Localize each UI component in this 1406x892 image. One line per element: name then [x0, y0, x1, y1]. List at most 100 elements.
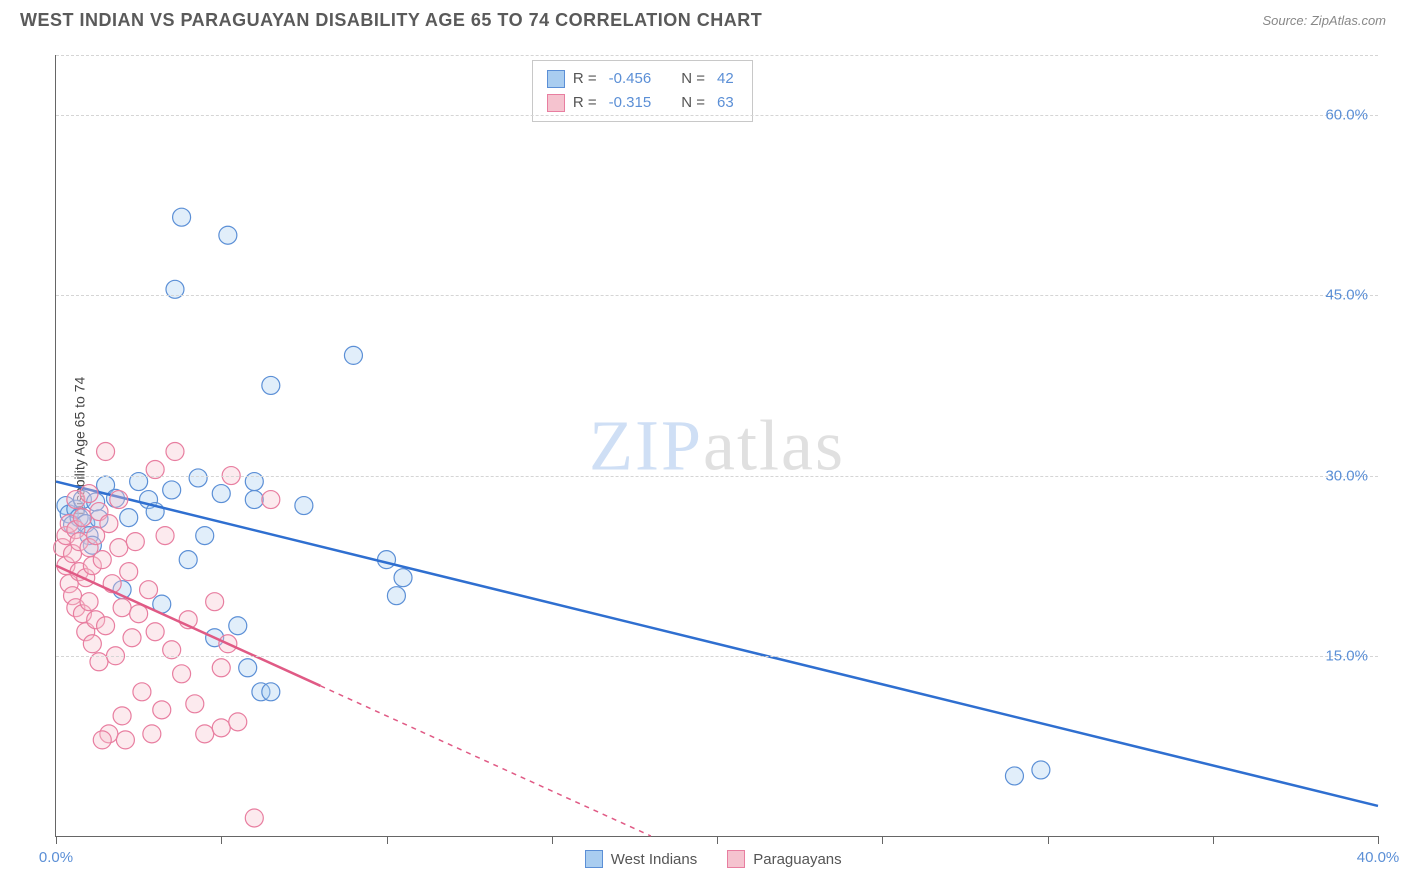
data-point — [239, 659, 257, 677]
correlation-legend: R = -0.456 N = 42 R = -0.315 N = 63 — [532, 60, 753, 122]
data-point — [196, 725, 214, 743]
legend-label: West Indians — [611, 851, 697, 868]
data-point — [126, 533, 144, 551]
y-tick-label: 15.0% — [1325, 647, 1368, 664]
n-value: 42 — [717, 67, 734, 91]
legend-row-west-indian: R = -0.456 N = 42 — [547, 67, 738, 91]
gridline — [56, 55, 1378, 56]
trend-line — [56, 482, 1378, 806]
data-point — [189, 469, 207, 487]
swatch-icon — [727, 850, 745, 868]
data-point — [219, 226, 237, 244]
x-tick — [1048, 836, 1049, 844]
swatch-icon — [547, 70, 565, 88]
gridline — [56, 476, 1378, 477]
gridline — [56, 656, 1378, 657]
y-tick-label: 45.0% — [1325, 287, 1368, 304]
data-point — [166, 443, 184, 461]
chart-title: WEST INDIAN VS PARAGUAYAN DISABILITY AGE… — [20, 10, 762, 31]
data-point — [387, 587, 405, 605]
data-point — [1032, 761, 1050, 779]
x-tick — [221, 836, 222, 844]
swatch-icon — [585, 850, 603, 868]
scatter-svg — [56, 55, 1378, 836]
swatch-icon — [547, 94, 565, 112]
source-attribution: Source: ZipAtlas.com — [1262, 13, 1386, 28]
legend-item-west-indians: West Indians — [585, 850, 697, 868]
gridline — [56, 295, 1378, 296]
data-point — [80, 593, 98, 611]
data-point — [229, 713, 247, 731]
data-point — [110, 539, 128, 557]
chart-plot-area: ZIPatlas R = -0.456 N = 42 R = -0.315 N … — [55, 55, 1378, 837]
x-tick — [56, 836, 57, 844]
data-point — [196, 527, 214, 545]
x-tick — [387, 836, 388, 844]
r-value: -0.315 — [609, 91, 652, 115]
data-point — [163, 481, 181, 499]
data-point — [93, 731, 111, 749]
data-point — [1005, 767, 1023, 785]
data-point — [394, 569, 412, 587]
series-legend: West Indians Paraguayans — [585, 850, 842, 868]
data-point — [140, 581, 158, 599]
x-tick — [552, 836, 553, 844]
data-point — [97, 443, 115, 461]
x-tick — [1378, 836, 1379, 844]
x-tick-label: 0.0% — [39, 849, 73, 866]
data-point — [262, 491, 280, 509]
data-point — [206, 593, 224, 611]
n-label: N = — [681, 67, 705, 91]
data-point — [133, 683, 151, 701]
data-point — [245, 809, 263, 827]
legend-row-paraguayan: R = -0.315 N = 63 — [547, 91, 738, 115]
r-label: R = — [573, 91, 597, 115]
data-point — [97, 617, 115, 635]
gridline — [56, 115, 1378, 116]
chart-header: WEST INDIAN VS PARAGUAYAN DISABILITY AGE… — [0, 0, 1406, 36]
legend-item-paraguayans: Paraguayans — [727, 850, 841, 868]
data-point — [173, 665, 191, 683]
data-point — [229, 617, 247, 635]
data-point — [186, 695, 204, 713]
data-point — [113, 707, 131, 725]
data-point — [80, 485, 98, 503]
trend-line-dashed — [320, 686, 651, 836]
y-tick-label: 30.0% — [1325, 467, 1368, 484]
data-point — [116, 731, 134, 749]
data-point — [173, 208, 191, 226]
n-label: N = — [681, 91, 705, 115]
data-point — [93, 551, 111, 569]
data-point — [153, 701, 171, 719]
r-value: -0.456 — [609, 67, 652, 91]
data-point — [156, 527, 174, 545]
data-point — [212, 719, 230, 737]
data-point — [100, 515, 118, 533]
x-tick-label: 40.0% — [1357, 849, 1400, 866]
data-point — [123, 629, 141, 647]
data-point — [110, 491, 128, 509]
data-point — [146, 623, 164, 641]
r-label: R = — [573, 67, 597, 91]
legend-label: Paraguayans — [753, 851, 841, 868]
y-tick-label: 60.0% — [1325, 107, 1368, 124]
data-point — [295, 497, 313, 515]
data-point — [245, 491, 263, 509]
data-point — [83, 635, 101, 653]
x-tick — [1213, 836, 1214, 844]
data-point — [113, 599, 131, 617]
data-point — [262, 683, 280, 701]
data-point — [378, 551, 396, 569]
x-tick — [882, 836, 883, 844]
data-point — [262, 376, 280, 394]
data-point — [344, 346, 362, 364]
data-point — [143, 725, 161, 743]
n-value: 63 — [717, 91, 734, 115]
data-point — [212, 659, 230, 677]
data-point — [179, 551, 197, 569]
data-point — [212, 485, 230, 503]
data-point — [73, 509, 91, 527]
data-point — [120, 509, 138, 527]
data-point — [120, 563, 138, 581]
x-tick — [717, 836, 718, 844]
